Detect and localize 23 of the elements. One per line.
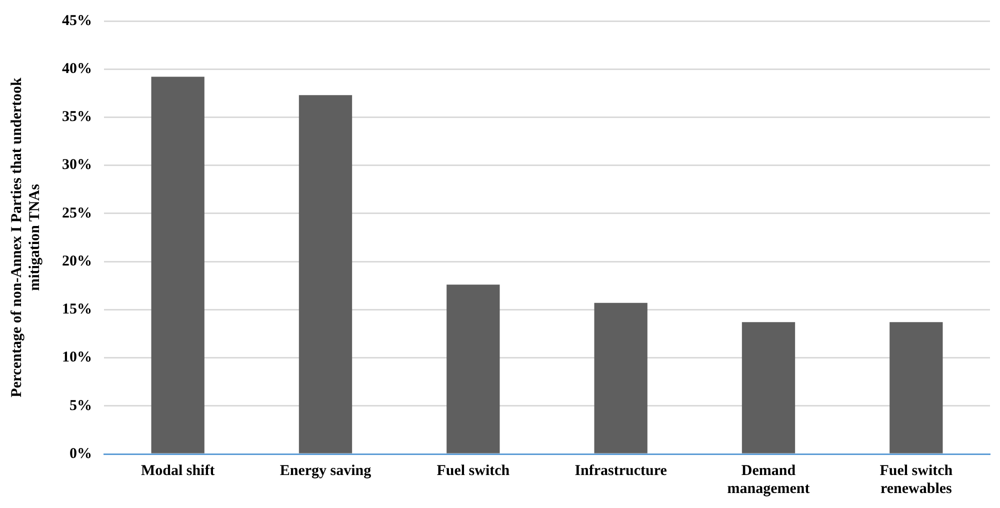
x-tick-label: Infrastructure xyxy=(574,462,668,479)
x-tick-label: Energy saving xyxy=(280,462,372,479)
y-tick-label: 25% xyxy=(62,205,92,222)
bar xyxy=(742,322,796,454)
bar xyxy=(151,76,204,454)
bar xyxy=(298,95,352,454)
y-tick-label: 35% xyxy=(62,109,92,126)
bar xyxy=(446,284,500,454)
x-tick-label: Demand management xyxy=(727,462,810,497)
bar xyxy=(594,302,648,454)
x-tick-label: Fuel switch xyxy=(436,462,510,479)
x-tick-label: Modal shift xyxy=(140,462,215,479)
y-tick-label: 45% xyxy=(62,12,92,29)
y-tick-label: 40% xyxy=(62,60,92,77)
y-tick-label: 15% xyxy=(62,302,92,318)
y-tick-label: 30% xyxy=(62,157,92,174)
x-tick-label: Fuel switch renewables xyxy=(880,462,954,497)
y-axis-title: Percentage of non-Annex I Parties that undertook mitigation TNAs xyxy=(8,77,43,398)
y-tick-label: 5% xyxy=(70,398,92,414)
y-tick-label: 20% xyxy=(62,253,92,270)
bar xyxy=(890,322,943,454)
y-tick-label: 0% xyxy=(70,446,92,462)
y-tick-label: 10% xyxy=(62,350,92,366)
